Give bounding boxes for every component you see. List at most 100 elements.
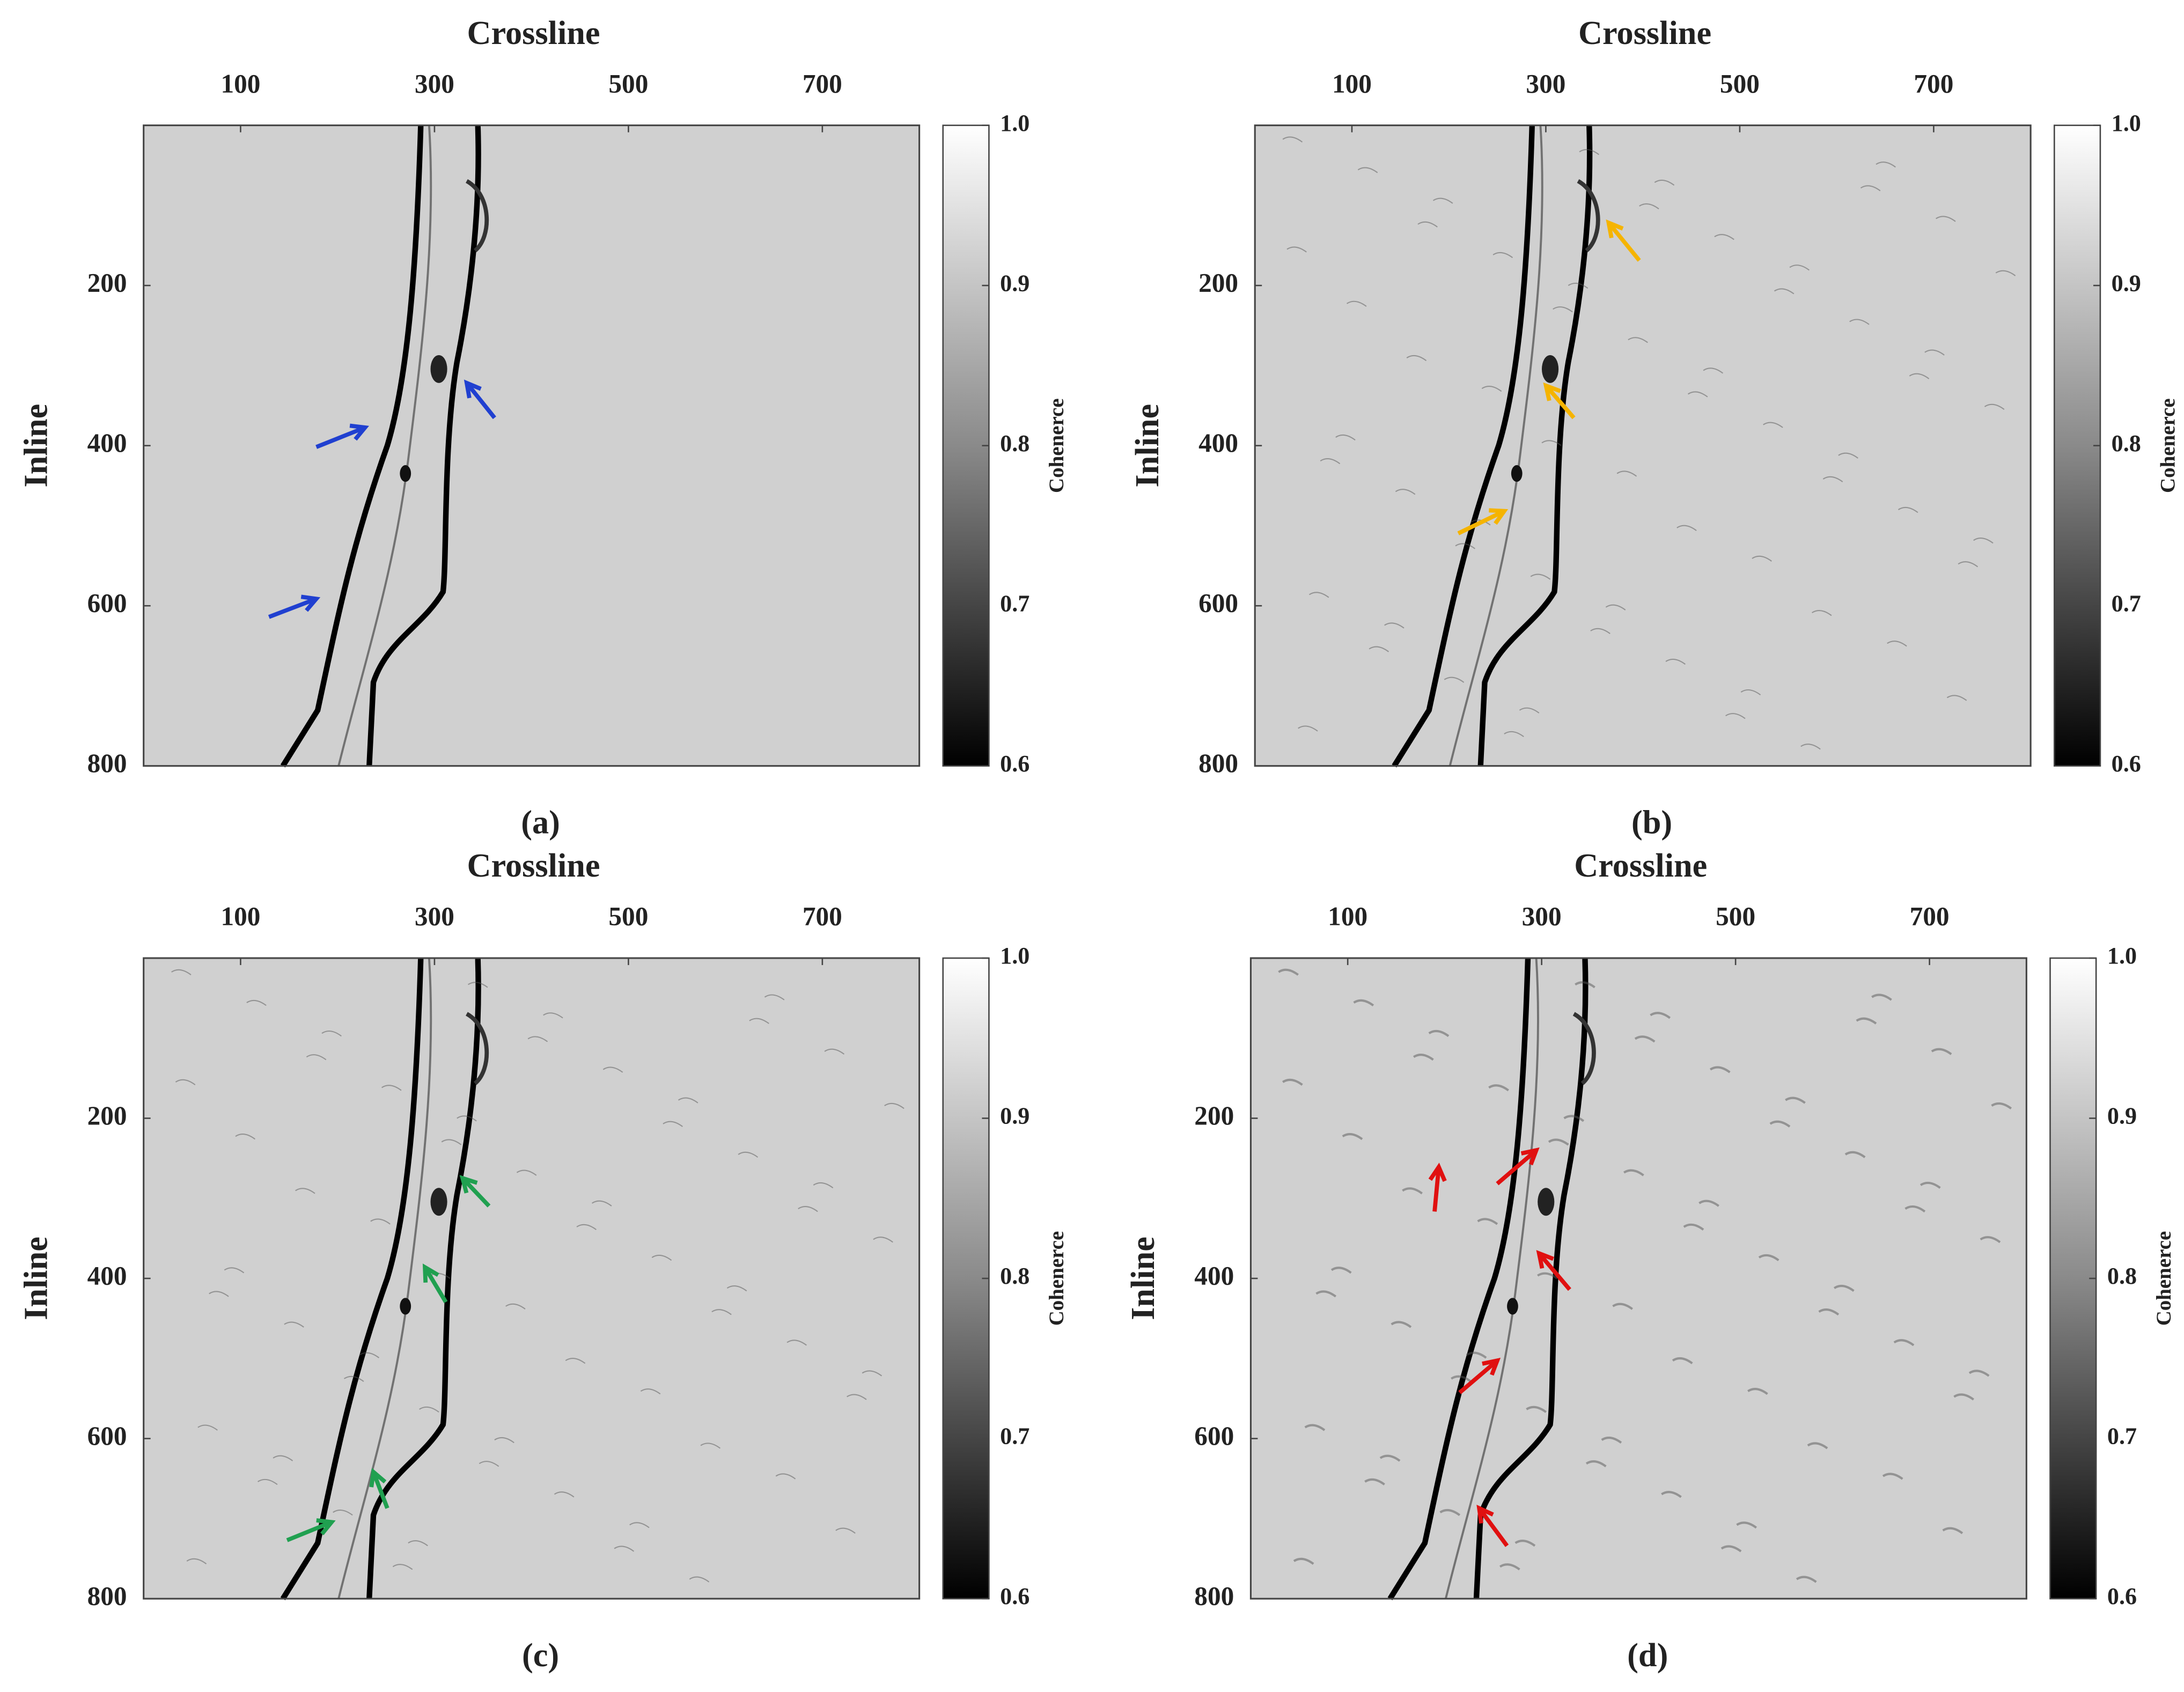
noise-streak [1769,1120,1791,1128]
noise-streak [1346,300,1367,307]
noise-streak [1995,270,2016,276]
colorbar-label: Cohenerce [2157,398,2180,493]
noise-streak [565,1358,586,1364]
colorbar-tick-label: 0.9 [1000,1103,1030,1129]
x-tick-label: 100 [220,69,260,98]
noise-streak [1308,592,1329,598]
noise-streak [494,1437,514,1444]
noise-streak [1432,197,1453,204]
noise-streak [1958,561,1979,568]
noise-streak [1946,695,1967,701]
noise-streak [576,1224,597,1230]
noise-streak [1519,707,1540,713]
x-tick-label: 500 [1720,69,1760,98]
seismic-image [1255,125,2031,766]
noise-streak [1395,489,1416,495]
x-tick-label: 300 [1522,902,1562,931]
noise-streak [775,1473,796,1480]
noise-streak [505,1303,526,1310]
noise-streak [527,1036,548,1042]
noise-streak [1298,725,1318,732]
arrow-head [464,379,482,399]
noise-streak [1725,713,1746,719]
noise-streak [1887,641,1907,647]
noise-streak [370,1218,391,1225]
noise-streak [1818,1308,1840,1316]
noise-streak [1789,264,1810,271]
noise-streak [1451,1375,1472,1382]
arrow-head [300,594,321,612]
noise-streak [1492,252,1513,259]
noise-streak [441,1139,462,1145]
arrow-head [459,1175,478,1194]
noise-streak [1553,306,1573,313]
noise-streak [209,1291,229,1297]
noise-streak [1548,1138,1569,1146]
arrow-head [1476,1504,1494,1524]
noise-streak [197,1424,218,1431]
noise-streak [1763,422,1783,428]
colorbar [2049,957,2097,1600]
colorbar-tick-label: 0.9 [1000,270,1030,296]
colorbar-tick-label: 0.9 [2112,270,2141,296]
noise-streak [1807,1442,1828,1450]
noise-streak [1654,179,1675,186]
colorbar-tick-label: 0.6 [1000,1583,1030,1609]
noise-streak [1747,1388,1768,1395]
noise-streak [824,1048,845,1055]
noise-streak [847,1394,867,1400]
noise-streak [554,1491,575,1498]
noise-streak [224,1267,245,1274]
noise-streak [235,1134,255,1140]
noise-streak [1953,1393,1974,1401]
noise-streak [1293,1557,1314,1565]
noise-streak [1568,282,1589,289]
x-tick-label: 700 [1914,69,1953,98]
x-tick-label: 700 [1910,902,1950,931]
arrow-head [1428,1163,1447,1182]
annotation-arrow [371,1471,389,1509]
noise-streak [295,1188,315,1194]
annotation-arrow [465,381,496,420]
noise-streak [1444,676,1465,683]
noise-streak [1661,1491,1682,1498]
noise-streak [602,1066,623,1073]
noise-streak [1541,440,1562,446]
x-tick-label: 300 [1526,69,1565,98]
colorbar-tick-label: 0.9 [2107,1103,2137,1129]
noise-streak [1860,185,1881,192]
noise-streak [1800,744,1821,750]
y-tick-label: 600 [1194,1421,1234,1451]
colorbar-tick-label: 1.0 [1000,943,1030,969]
noise-streak [1590,628,1611,634]
arrow-head [316,1518,336,1535]
noise-streak [479,1461,499,1467]
colorbar-tick-label: 0.8 [2107,1263,2137,1289]
noise-streak [1585,1460,1607,1468]
arrow-head [1536,1250,1554,1269]
panel-caption: (a) [521,804,560,841]
noise-streak [1980,1236,2001,1244]
y-tick-label: 800 [87,1581,127,1610]
noise-streak [1811,610,1832,616]
annotation-arrow [1458,1359,1499,1394]
noise-streak [408,1540,428,1547]
noise-streak [1623,1169,1644,1176]
noise-streak [1924,349,1945,356]
arrow-head [1543,382,1561,401]
colorbar-tick-label: 0.6 [2107,1583,2137,1609]
noise-streak [1871,994,1892,1001]
colorbar [942,124,990,767]
noise-streak [381,1085,402,1091]
noise-streak [1893,1339,1915,1347]
noise-streak [738,1151,759,1158]
y-tick-label: 600 [87,1421,127,1451]
annotation-arrow [286,1520,333,1542]
colorbar-tick-label: 0.7 [1000,1423,1030,1450]
seismic-image [1251,958,2027,1599]
panel-caption: (b) [1631,804,1672,841]
noise-streak [1676,525,1697,531]
colorbar-tick-label: 1.0 [2112,110,2141,136]
noise-streak [186,1558,207,1565]
noise-streak [1991,1102,2012,1110]
